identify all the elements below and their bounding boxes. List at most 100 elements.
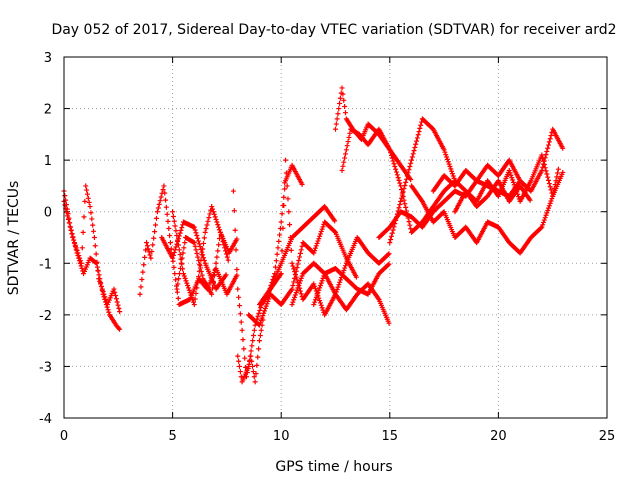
data-point <box>150 242 156 248</box>
y-tick-label: -1 <box>39 257 52 272</box>
data-point <box>408 226 414 232</box>
y-tick-label: 1 <box>44 154 52 169</box>
data-point <box>388 236 394 242</box>
data-point <box>115 302 121 308</box>
data-point <box>560 145 566 151</box>
data-point <box>388 150 394 156</box>
data-point <box>404 173 410 179</box>
data-point <box>191 302 197 308</box>
data-point <box>200 246 206 252</box>
data-point <box>242 355 248 361</box>
plot-frame <box>63 56 608 419</box>
data-point <box>83 183 89 189</box>
data-point <box>216 224 222 230</box>
data-point <box>312 299 318 305</box>
data-point <box>418 122 424 128</box>
data-point <box>408 177 414 183</box>
data-point <box>337 279 343 285</box>
data-point <box>197 265 203 271</box>
data-point <box>141 262 147 268</box>
data-point <box>186 287 192 293</box>
data-point <box>393 217 399 223</box>
data-point <box>87 204 93 210</box>
y-tick-label: -3 <box>39 360 52 375</box>
data-point <box>289 286 295 292</box>
data-point <box>117 326 123 332</box>
x-tick-label: 5 <box>168 429 176 444</box>
data-point <box>214 254 220 260</box>
data-point <box>317 298 323 304</box>
data-point <box>236 303 242 309</box>
series-track-14 <box>333 85 414 183</box>
data-point <box>202 229 208 235</box>
data-point <box>258 317 264 323</box>
data-point <box>162 190 168 196</box>
data-point <box>199 272 205 278</box>
data-point <box>539 167 545 173</box>
data-point <box>113 293 119 299</box>
data-point <box>257 320 263 326</box>
data-point <box>274 251 280 257</box>
data-point <box>542 165 548 171</box>
data-point <box>91 235 97 240</box>
data-point <box>256 310 262 316</box>
data-point <box>82 198 88 204</box>
data-point <box>137 291 143 297</box>
data-point <box>62 202 68 208</box>
data-point <box>341 97 347 103</box>
data-point <box>217 227 223 233</box>
data-point <box>143 247 149 253</box>
data-point <box>287 235 293 240</box>
data-point <box>173 244 179 250</box>
data-point <box>545 174 551 180</box>
data-point <box>314 292 320 298</box>
data-point <box>407 163 413 169</box>
data-point <box>396 177 402 183</box>
data-point <box>544 148 550 154</box>
data-point <box>387 240 393 246</box>
data-point <box>81 214 87 220</box>
data-point <box>90 222 96 228</box>
data-point <box>320 307 326 313</box>
data-point <box>414 138 420 144</box>
data-point <box>405 170 411 176</box>
data-point <box>195 274 201 280</box>
data-point <box>343 147 349 153</box>
data-point <box>265 298 271 304</box>
data-point <box>510 177 516 183</box>
data-point <box>204 222 210 228</box>
data-point <box>506 167 512 173</box>
data-point <box>298 247 304 253</box>
data-point <box>246 358 252 364</box>
data-point <box>345 139 351 145</box>
data-point <box>319 305 325 311</box>
data-point <box>111 286 117 292</box>
data-point <box>443 152 449 158</box>
data-point <box>193 290 199 296</box>
data-point <box>189 294 195 300</box>
data-point <box>512 184 518 190</box>
data-point <box>543 212 549 218</box>
data-point <box>299 243 305 249</box>
data-point <box>84 191 90 197</box>
data-point <box>538 225 544 231</box>
data-point <box>412 144 418 150</box>
data-point <box>235 286 241 292</box>
data-point <box>417 125 423 131</box>
data-point <box>319 226 325 232</box>
data-point <box>84 187 90 193</box>
data-point <box>515 194 521 200</box>
data-point <box>144 243 150 249</box>
data-point <box>255 313 261 319</box>
x-tick-label: 10 <box>273 429 290 444</box>
data-point <box>546 139 552 145</box>
data-point <box>166 225 172 231</box>
x-tick-label: 0 <box>60 429 68 444</box>
data-point <box>296 258 302 264</box>
series-track-18 <box>409 166 561 256</box>
data-point <box>292 271 298 277</box>
data-point <box>546 181 552 187</box>
data-point <box>185 285 191 291</box>
data-point <box>92 243 98 249</box>
